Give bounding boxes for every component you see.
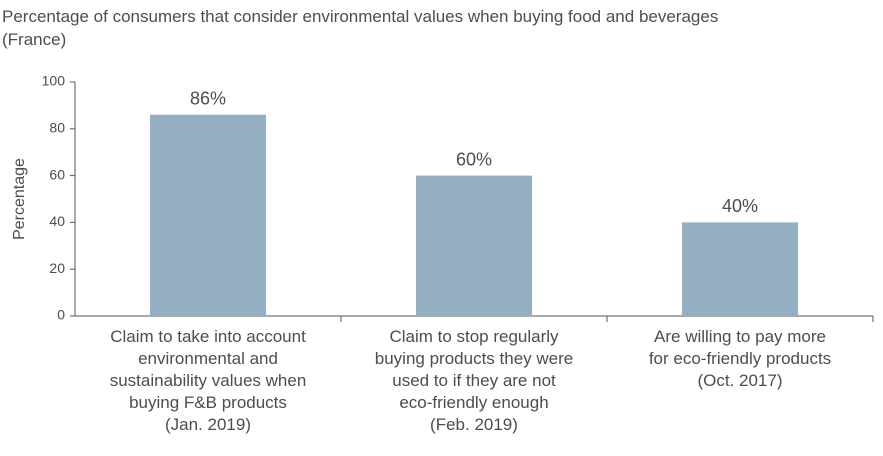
y-tick-label: 0 xyxy=(57,307,65,323)
x-tick-label: Are willing to pay more for eco-friendly… xyxy=(648,327,832,390)
y-tick-label: 40 xyxy=(49,213,65,229)
y-axis-label: Percentage xyxy=(11,158,28,240)
y-tick-label: 20 xyxy=(49,260,65,276)
y-tick-label: 100 xyxy=(42,73,66,89)
bar xyxy=(416,175,532,316)
x-tick-label: Claim to stop regularly buying products … xyxy=(374,327,574,434)
y-tick-label: 60 xyxy=(49,166,65,182)
value-label: 40% xyxy=(722,196,758,216)
value-label: 86% xyxy=(190,89,226,109)
bar xyxy=(682,222,798,316)
bar xyxy=(150,114,266,316)
x-tick-label: Claim to take into account environmental… xyxy=(109,327,307,434)
y-tick-label: 80 xyxy=(49,120,65,136)
value-label: 60% xyxy=(456,149,492,169)
chart-title: Percentage of consumers that consider en… xyxy=(2,7,719,49)
